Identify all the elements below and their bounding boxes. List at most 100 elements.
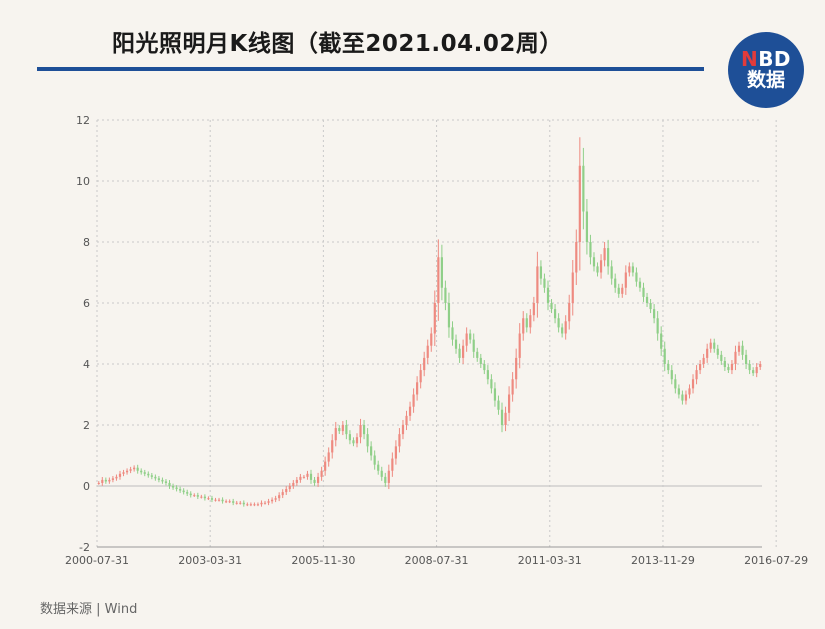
y-tick-label: 2 <box>83 419 90 432</box>
candle-body <box>150 475 153 477</box>
candle-body <box>288 486 291 490</box>
candle-body <box>691 379 695 389</box>
candle-body <box>309 473 313 480</box>
candle-body <box>550 303 553 310</box>
candle-body <box>752 370 755 374</box>
candle-body <box>447 303 451 328</box>
candle-body <box>607 248 610 267</box>
candle-body <box>210 498 214 500</box>
candle-body <box>186 492 189 494</box>
candle-body <box>472 339 475 352</box>
grid-lines <box>96 119 777 548</box>
candle-body <box>306 473 309 477</box>
candle-body <box>532 303 535 316</box>
candle-body <box>274 498 277 500</box>
candle-body <box>737 345 741 352</box>
candle-body <box>108 479 111 482</box>
candle-body <box>723 360 726 368</box>
candle-body <box>193 495 196 497</box>
candle-body <box>164 481 168 483</box>
candles <box>97 137 762 507</box>
candle-body <box>624 272 627 288</box>
candle-body <box>122 472 125 474</box>
candle-body <box>430 333 433 346</box>
candle-body <box>610 266 613 279</box>
candle-body <box>433 303 436 334</box>
y-tick-label: -2 <box>79 541 90 554</box>
candle-body <box>649 303 652 310</box>
candle-body <box>709 342 712 349</box>
candle-body <box>706 348 709 358</box>
candle-body <box>373 455 376 465</box>
x-tick-label: 2008-07-31 <box>405 554 469 567</box>
candle-body <box>232 501 235 503</box>
candle-body <box>179 489 182 491</box>
candle-body <box>500 409 504 425</box>
candle-body <box>497 400 500 410</box>
candle-body <box>667 364 670 371</box>
logo-accent-letter: N <box>740 46 759 71</box>
candle-body <box>631 266 634 273</box>
title-underline <box>37 67 704 71</box>
candle-body <box>663 348 666 364</box>
candle-body <box>253 504 256 506</box>
candle-body <box>465 333 468 346</box>
candle-body <box>444 287 447 303</box>
candle-body <box>327 452 330 462</box>
y-tick-label: 10 <box>76 175 90 188</box>
candle-body <box>384 476 387 483</box>
candle-body <box>401 425 405 435</box>
candle-body <box>299 476 302 480</box>
candle-body <box>246 504 249 506</box>
candle-body <box>511 379 514 395</box>
candle-body <box>352 440 355 444</box>
candle-body <box>355 437 359 444</box>
y-tick-label: 0 <box>83 480 90 493</box>
candle-body <box>380 470 383 477</box>
candle-body <box>331 440 334 453</box>
logo-bottom-text: 数据 <box>746 68 785 91</box>
candle-body <box>235 502 238 504</box>
candle-body <box>568 303 571 322</box>
candle-body <box>614 278 617 288</box>
logo-top-text: NBD <box>741 49 791 69</box>
candle-body <box>493 388 497 401</box>
logo-top-rest: BD <box>758 46 792 71</box>
candle-body <box>263 502 267 504</box>
candle-body <box>104 479 107 482</box>
candle-body <box>507 394 511 413</box>
candle-body <box>426 345 429 358</box>
candle-body <box>324 461 327 471</box>
candle-body <box>225 501 228 503</box>
candle-body <box>458 348 461 358</box>
y-tick-label: 8 <box>83 236 90 249</box>
candle-body <box>529 315 532 328</box>
candle-body <box>734 351 737 364</box>
candle-body <box>515 357 518 380</box>
candle-body <box>744 354 748 364</box>
candle-body <box>101 479 104 483</box>
candle-body <box>256 504 260 506</box>
candle-body <box>578 165 581 242</box>
candle-body <box>136 467 139 471</box>
x-tick-label: 2005-11-30 <box>291 554 355 567</box>
candle-body <box>596 266 599 273</box>
candle-body <box>97 482 100 484</box>
candle-body <box>129 469 132 471</box>
x-tick-label: 2016-07-29 <box>744 554 808 567</box>
candle-body <box>157 478 160 480</box>
candle-body <box>476 351 479 358</box>
candle-body <box>370 446 373 456</box>
candle-body <box>338 428 341 432</box>
candle-body <box>688 388 691 395</box>
x-tick-label: 2003-03-31 <box>178 554 242 567</box>
candle-body <box>189 493 192 496</box>
candle-body <box>479 357 482 364</box>
candle-body <box>278 495 281 499</box>
candle-body <box>377 464 380 471</box>
candle-body <box>670 370 673 380</box>
candle-body <box>451 327 454 340</box>
data-source: 数据来源 | Wind <box>40 602 138 617</box>
candle-body <box>334 428 337 441</box>
candle-body <box>285 489 288 493</box>
